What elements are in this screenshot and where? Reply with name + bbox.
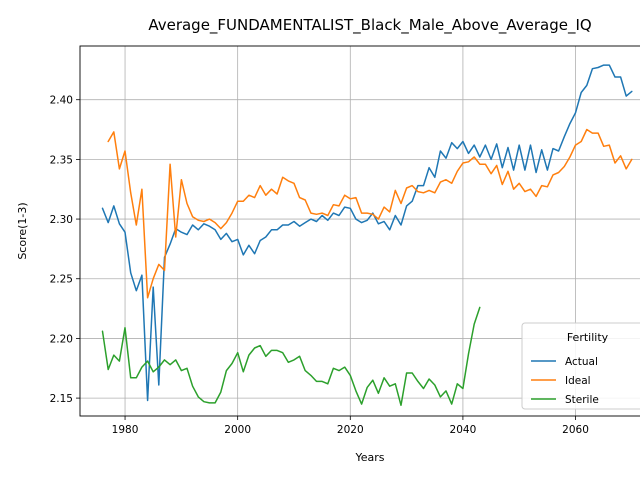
y-tick-label: 2.25 — [50, 274, 73, 286]
x-tick-label: 2060 — [562, 424, 589, 436]
x-tick-label: 2040 — [450, 424, 477, 436]
legend: Fertility Actual Ideal Sterile — [521, 322, 640, 410]
x-tick-label: 1980 — [112, 424, 139, 436]
y-axis-label: Score(1-3) — [16, 202, 29, 259]
axis-ticks: 1980 2000 2020 2040 2060 2.15 2.20 2.25 2.30 2.35… — [50, 95, 589, 436]
y-tick-label: 2.30 — [50, 214, 73, 226]
chart-title: Average_FUNDAMENTALIST_Black_Male_Above_… — [148, 16, 591, 35]
legend-entries: Actual Ideal Sterile — [531, 356, 599, 406]
plot-frame — [79, 45, 640, 417]
x-axis-label: Years — [354, 451, 384, 464]
x-tick-label: 2020 — [337, 424, 364, 436]
legend-title: Fertility — [567, 331, 609, 344]
legend-label-sterile: Sterile — [565, 394, 599, 406]
series-line-ideal — [107, 128, 633, 299]
legend-box — [521, 322, 640, 410]
legend-label-ideal: Ideal — [565, 375, 591, 387]
y-tick-label: 2.40 — [50, 95, 73, 107]
series-lines — [101, 64, 633, 407]
series-line-sterile — [101, 306, 481, 407]
grid-lines — [80, 46, 640, 416]
y-tick-label: 2.35 — [50, 154, 73, 166]
y-tick-label: 2.15 — [50, 393, 73, 405]
series-line-actual — [101, 64, 633, 402]
x-tick-label: 2000 — [224, 424, 251, 436]
y-tick-label: 2.20 — [50, 333, 73, 345]
legend-label-actual: Actual — [565, 356, 598, 368]
